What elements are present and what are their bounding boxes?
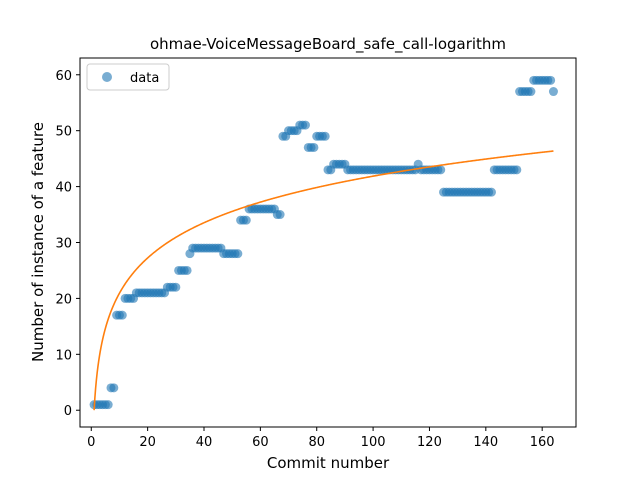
data-point (275, 210, 285, 220)
plot-area (89, 75, 558, 411)
y-tick-label: 60 (55, 69, 72, 84)
x-tick-label: 160 (530, 435, 555, 450)
x-tick-label: 60 (252, 435, 269, 450)
legend-box (86, 63, 170, 91)
x-tick-label: 100 (361, 435, 386, 450)
data-point (117, 310, 127, 320)
x-tick-label: 120 (417, 435, 442, 450)
data-point (241, 215, 251, 225)
legend: data (86, 63, 170, 91)
y-tick-label: 40 (55, 181, 72, 196)
data-point (526, 87, 536, 97)
x-tick-label: 80 (308, 435, 325, 450)
y-tick-label: 0 (64, 404, 72, 419)
y-tick-label: 50 (55, 125, 72, 140)
fit-line (93, 150, 554, 411)
x-tick-label: 40 (196, 435, 213, 450)
y-axis: 0 10 20 30 40 50 60 (55, 69, 80, 419)
data-point (486, 187, 496, 197)
data-point (548, 87, 558, 97)
data-point (512, 165, 522, 175)
data-point (171, 282, 181, 292)
x-axis: 0 20 40 60 80 100 120 140 160 (87, 427, 555, 450)
data-point (300, 120, 310, 130)
data-point (436, 165, 446, 175)
data-point (309, 142, 319, 152)
legend-label: data (130, 71, 159, 86)
x-tick-label: 20 (139, 435, 156, 450)
data-point (182, 265, 192, 275)
x-axis-label: Commit number (267, 454, 390, 472)
data-point (233, 249, 243, 259)
y-tick-label: 10 (55, 348, 72, 363)
y-tick-label: 20 (55, 292, 72, 307)
data-point (546, 75, 556, 85)
y-axis-label: Number of instance of a feature (29, 122, 47, 362)
x-tick-label: 0 (87, 435, 95, 450)
data-point (103, 400, 113, 410)
data-point (320, 131, 330, 141)
legend-marker (102, 72, 112, 82)
data-point (109, 383, 119, 393)
y-tick-label: 30 (55, 237, 72, 252)
chart-title: ohmae-VoiceMessageBoard_safe_call-logari… (150, 35, 506, 54)
x-tick-label: 140 (473, 435, 498, 450)
